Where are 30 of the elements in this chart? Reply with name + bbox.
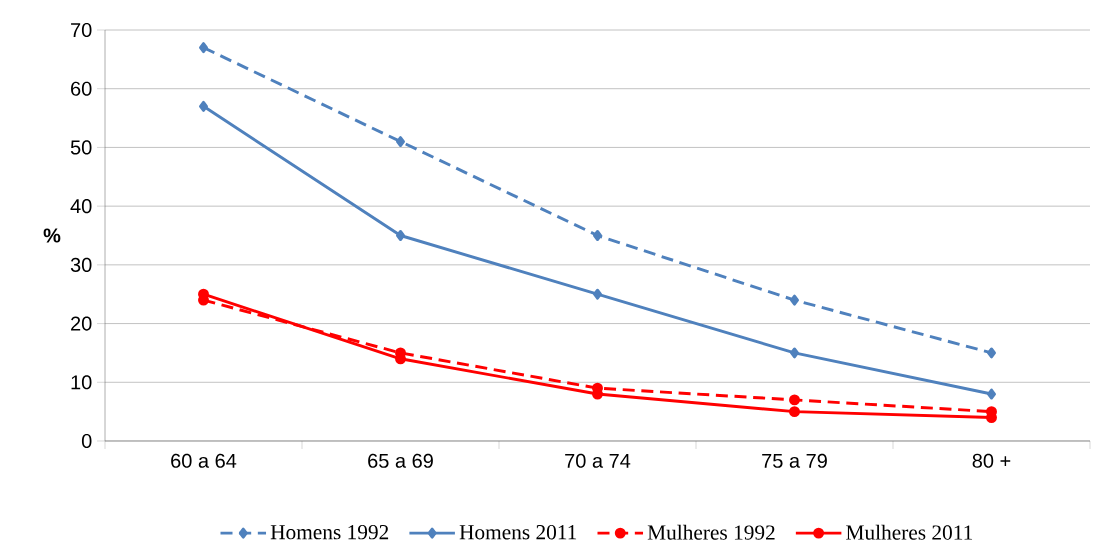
x-tick-label: 75 a 79 [762,453,827,468]
point [789,406,800,418]
y-tick-label: 30 [70,257,92,272]
legend-label: Mulheres 1992 [647,524,775,540]
y-tick-label: 60 [71,81,92,96]
point [396,136,405,148]
y-tick-label: 40 [70,199,92,214]
point [789,394,800,406]
y-tick-label: 70 [71,22,92,38]
point [987,347,996,359]
point [593,288,602,300]
y-tick-label: 10 [71,375,92,390]
point [790,294,799,306]
y-axis-title: % [43,228,61,243]
y-tick-label: 0 [81,433,92,449]
x-tick-label: 80 + [972,453,1011,468]
x-tick-label: 70 a 74 [565,453,631,468]
point [396,230,405,241]
legend-label: Homens 2011 [459,525,577,540]
y-tick-label: 20 [71,316,92,331]
legend-label: Mulheres 2011 [846,524,973,540]
point [199,100,208,112]
point [593,230,602,241]
x-tick-label: 60 a 64 [171,453,237,468]
point [987,388,996,400]
x-tick-label: 65 a 69 [368,453,433,468]
legend-label: Homens 1992 [270,525,389,540]
point [199,42,208,54]
y-tick-label: 50 [70,140,92,155]
point [790,347,799,359]
